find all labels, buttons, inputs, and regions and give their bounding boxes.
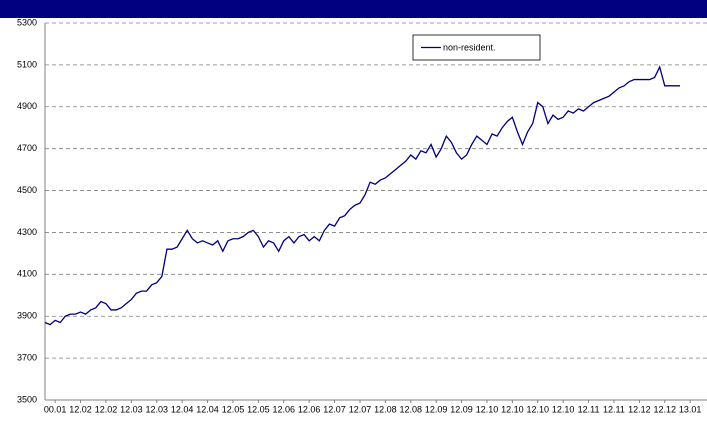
x-tick-label: 12.03 <box>145 404 168 414</box>
y-tick-label: 5300 <box>17 17 37 27</box>
x-tick-label: 12.04 <box>171 404 194 414</box>
x-tick-label: 12.08 <box>399 404 422 414</box>
header-bar <box>0 0 707 18</box>
x-tick-label: 12.07 <box>349 404 372 414</box>
y-tick-label: 3700 <box>17 352 37 362</box>
x-tick-label: 12.10 <box>476 404 499 414</box>
y-tick-label: 4100 <box>17 269 37 279</box>
x-tick-label: 12.02 <box>95 404 118 414</box>
x-tick-label: 12.03 <box>120 404 143 414</box>
x-tick-label: 12.10 <box>526 404 549 414</box>
x-tick-label: 12.11 <box>578 404 600 414</box>
x-tick-label: 12.06 <box>298 404 321 414</box>
legend-label: non-resident. <box>443 42 496 52</box>
x-tick-label: 12.12 <box>653 404 676 414</box>
x-tick-label: 12.09 <box>425 404 448 414</box>
x-tick-label: 12.06 <box>272 404 295 414</box>
x-tick-label: 12.02 <box>69 404 92 414</box>
x-tick-label: 12.10 <box>501 404 524 414</box>
series-line <box>44 65 680 326</box>
y-tick-label: 4900 <box>17 101 37 111</box>
y-tick-label: 3500 <box>17 394 37 404</box>
y-tick-label: 4700 <box>17 143 37 153</box>
x-tick-label: 00.01 <box>44 404 67 414</box>
x-tick-label: 12.07 <box>323 404 346 414</box>
x-tick-label: 12.10 <box>552 404 575 414</box>
x-tick-label: 13.01 <box>679 404 702 414</box>
x-tick-label: 12.08 <box>374 404 397 414</box>
x-tick-label: 12.09 <box>450 404 473 414</box>
x-tick-label: 12.12 <box>628 404 651 414</box>
x-tick-label: 12.05 <box>247 404 270 414</box>
x-tick-label: 12.04 <box>196 404 219 414</box>
x-tick-label: 12.05 <box>222 404 245 414</box>
y-tick-label: 4500 <box>17 185 37 195</box>
y-tick-label: 3900 <box>17 311 37 321</box>
y-tick-label: 5100 <box>17 59 37 69</box>
y-tick-label: 4300 <box>17 227 37 237</box>
x-tick-label: 12.11 <box>603 404 625 414</box>
